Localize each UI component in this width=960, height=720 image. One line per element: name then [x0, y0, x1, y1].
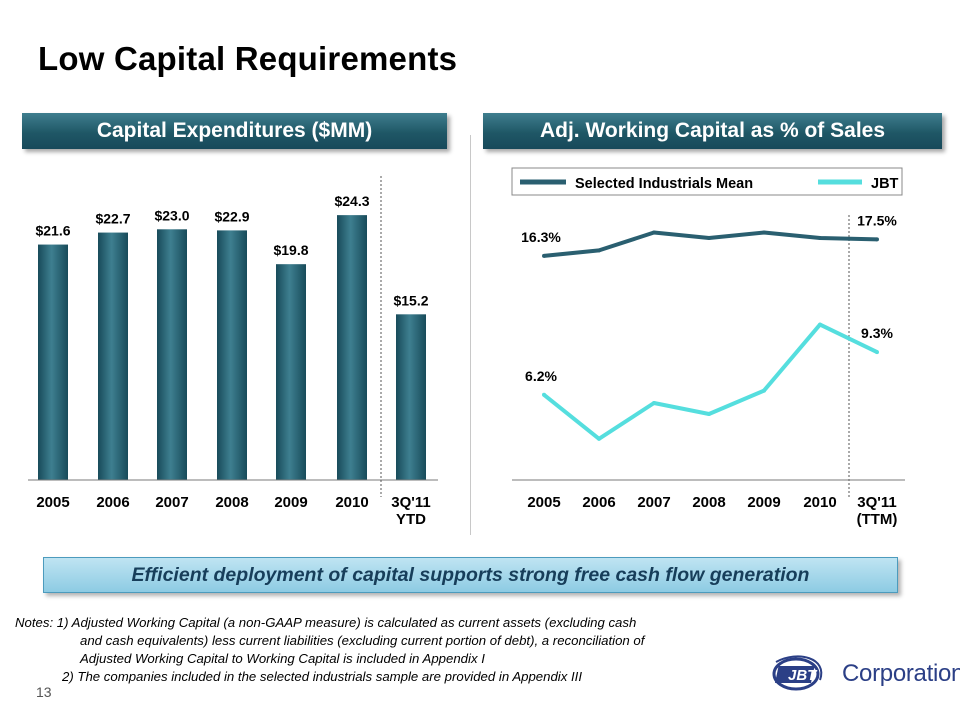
capex-bar-chart: $21.6 2005 $22.7 2006 $23.0 2007 $22.9 2008 $19.…: [28, 176, 438, 528]
data-label-jbt-line: 6.2%: [525, 368, 557, 384]
capex-data-label: $22.9: [214, 208, 249, 224]
capex-x-tick-label-line: 2008: [215, 494, 248, 511]
wc-x-tick-label-line: 2008: [692, 494, 725, 511]
capex-bar: [337, 215, 367, 480]
legend-label-mean: Selected Industrials Mean: [575, 176, 753, 192]
legend-label-mean-line: Selected Industrials Mean: [575, 176, 753, 192]
point-mean: [597, 248, 601, 253]
capex-x-tick-label-line: 2007: [155, 494, 188, 511]
capex-bar: [98, 232, 128, 480]
legend-label-jbt: JBT: [871, 176, 899, 192]
note-line-1: Notes: 1) Adjusted Working Capital (a no…: [15, 615, 637, 630]
wc-x-tick-label: 2005: [527, 494, 560, 511]
point-mean: [875, 237, 879, 242]
logo-wordmark: Corporation: [842, 660, 960, 687]
page-title: Low Capital Requirements: [38, 40, 458, 77]
capex-data-label: $24.3: [334, 193, 369, 209]
capex-data-label: $23.0: [154, 207, 189, 223]
wc-x-tick-label-line: 2009: [747, 494, 780, 511]
point-jbt: [818, 322, 822, 327]
data-label-mean-line: 17.5%: [857, 212, 897, 228]
working-capital-line-chart: Selected Industrials Mean JBT 16.3% 17.5% 6.…: [511, 167, 905, 528]
point-mean: [652, 230, 656, 235]
line-legend: Selected Industrials Mean JBT: [511, 167, 903, 196]
point-jbt: [542, 392, 546, 397]
capex-data-label: $21.6: [35, 223, 70, 239]
capex-data-label: $22.7: [95, 211, 130, 227]
capex-bar: [38, 244, 68, 480]
legend-label-jbt-line: JBT: [871, 176, 899, 192]
capex-x-tick-label: 2008: [215, 494, 248, 511]
wc-x-tick-label-line: 2006: [582, 494, 615, 511]
capex-x-tick-label-line: 2006: [96, 494, 129, 511]
wc-x-tick-label: 2010: [803, 494, 836, 511]
wc-x-tick-label-line: 2005: [527, 494, 560, 511]
data-label-mean-line: 16.3%: [521, 229, 561, 245]
point-jbt: [875, 350, 879, 355]
capex-bar: [217, 230, 247, 480]
capex-data-label-line: $22.7: [95, 211, 130, 227]
capex-data-label-line: $19.8: [273, 242, 308, 258]
capex-x-tick-label: 2005: [36, 494, 69, 511]
note-line-2: and cash equivalents) less current liabi…: [80, 633, 645, 648]
note-line-3: Adjusted Working Capital to Working Capi…: [80, 651, 485, 666]
point-jbt: [652, 401, 656, 405]
wc-x-tick-label-line: (TTM): [857, 511, 898, 528]
capex-x-tick-label: 2007: [155, 494, 188, 511]
page-number: 13: [36, 684, 52, 700]
wc-x-tick-label: 2007: [637, 494, 670, 511]
point-jbt: [707, 412, 711, 416]
point-jbt: [597, 436, 601, 441]
capex-x-tick-label: 2009: [274, 494, 307, 511]
point-mean: [707, 236, 711, 240]
capex-data-label-line: $22.9: [214, 208, 249, 224]
capex-x-tick-label-line: 2009: [274, 494, 307, 511]
capex-bar: [396, 314, 426, 480]
capex-bar: [157, 229, 187, 480]
capex-data-label-line: $24.3: [334, 193, 369, 209]
capex-x-tick-label-line: YTD: [396, 511, 426, 528]
note-line-4: 2) The companies included in the selecte…: [62, 669, 582, 684]
wc-x-tick-label-line: 2007: [637, 494, 670, 511]
jbt-logo: JBT: [772, 655, 823, 691]
footnotes: Notes: 1) Adjusted Working Capital (a no…: [15, 614, 775, 686]
wc-x-tick-label: 2006: [582, 494, 615, 511]
wc-x-tick-label: 2009: [747, 494, 780, 511]
data-label-jbt: 6.2%: [525, 368, 557, 384]
capex-x-tick-label: 2006: [96, 494, 129, 511]
capex-data-label-line: $23.0: [154, 207, 189, 223]
logo-mark-text: JBT: [788, 667, 818, 684]
series-line-mean: [543, 230, 878, 258]
panel-divider: [470, 135, 471, 535]
capex-bar: [276, 264, 306, 480]
capex-data-label-line: $21.6: [35, 223, 70, 239]
working-capital-chart-header: Adj. Working Capital as % of Sales: [483, 113, 942, 149]
point-mean: [542, 253, 546, 258]
point-mean: [762, 230, 766, 235]
capex-x-tick-label: 2010: [335, 494, 368, 511]
callout-banner: Efficient deployment of capital supports…: [43, 557, 898, 593]
data-label-mean: 16.3%: [521, 229, 561, 245]
data-label-jbt-line: 9.3%: [861, 325, 893, 341]
capex-data-label: $15.2: [393, 292, 428, 308]
data-label-mean: 17.5%: [857, 212, 897, 228]
data-label-jbt: 9.3%: [861, 325, 893, 341]
capex-chart-header: Capital Expenditures ($MM): [22, 113, 447, 149]
capex-x-tick-label-line: 2005: [36, 494, 69, 511]
capex-x-tick-label-line: 2010: [335, 494, 368, 511]
series-line-jbt: [542, 322, 878, 441]
capex-x-tick-label: 3Q'11 YTD: [391, 494, 430, 528]
capex-data-label: $19.8: [273, 242, 308, 258]
capex-data-label-line: $15.2: [393, 292, 428, 308]
point-jbt: [762, 388, 766, 393]
point-mean: [818, 236, 822, 240]
wc-x-tick-label-line: 2010: [803, 494, 836, 511]
wc-x-tick-label-line: 3Q'11: [857, 494, 896, 511]
wc-x-tick-label: 3Q'11 (TTM): [857, 494, 898, 528]
capex-x-tick-label-line: 3Q'11: [391, 494, 430, 511]
wc-x-tick-label: 2008: [692, 494, 725, 511]
